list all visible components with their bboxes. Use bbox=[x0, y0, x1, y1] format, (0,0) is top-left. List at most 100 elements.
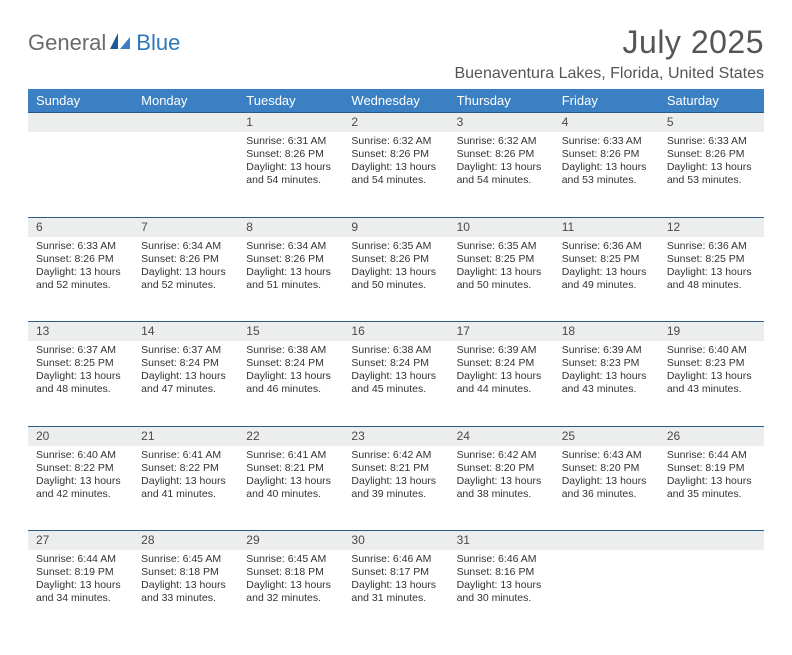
logo: General Blue bbox=[28, 24, 180, 56]
day2-text: and 51 minutes. bbox=[246, 279, 335, 292]
day2-text: and 40 minutes. bbox=[246, 488, 335, 501]
day-cell bbox=[133, 132, 238, 217]
day-number: 19 bbox=[659, 322, 764, 342]
day-number: 1 bbox=[238, 113, 343, 133]
day-cell: Sunrise: 6:34 AMSunset: 8:26 PMDaylight:… bbox=[133, 237, 238, 322]
day-cell: Sunrise: 6:42 AMSunset: 8:21 PMDaylight:… bbox=[343, 446, 448, 531]
daynum-row: 12345 bbox=[28, 113, 764, 133]
sunrise-text: Sunrise: 6:32 AM bbox=[457, 135, 546, 148]
sunset-text: Sunset: 8:17 PM bbox=[351, 566, 440, 579]
day1-text: Daylight: 13 hours bbox=[667, 370, 756, 383]
sunrise-text: Sunrise: 6:37 AM bbox=[36, 344, 125, 357]
sunset-text: Sunset: 8:16 PM bbox=[457, 566, 546, 579]
day2-text: and 43 minutes. bbox=[562, 383, 651, 396]
day1-text: Daylight: 13 hours bbox=[351, 161, 440, 174]
logo-sail-icon bbox=[110, 31, 132, 56]
day-number: 31 bbox=[449, 531, 554, 551]
day1-text: Daylight: 13 hours bbox=[36, 266, 125, 279]
day2-text: and 45 minutes. bbox=[351, 383, 440, 396]
day2-text: and 36 minutes. bbox=[562, 488, 651, 501]
sunset-text: Sunset: 8:26 PM bbox=[562, 148, 651, 161]
day-cell bbox=[659, 550, 764, 635]
day-number: 2 bbox=[343, 113, 448, 133]
sunrise-text: Sunrise: 6:45 AM bbox=[141, 553, 230, 566]
day2-text: and 41 minutes. bbox=[141, 488, 230, 501]
daynum-row: 6789101112 bbox=[28, 217, 764, 237]
day1-text: Daylight: 13 hours bbox=[36, 370, 125, 383]
day2-text: and 39 minutes. bbox=[351, 488, 440, 501]
day-cell: Sunrise: 6:44 AMSunset: 8:19 PMDaylight:… bbox=[28, 550, 133, 635]
sunset-text: Sunset: 8:26 PM bbox=[36, 253, 125, 266]
day-number bbox=[133, 113, 238, 133]
sunrise-text: Sunrise: 6:43 AM bbox=[562, 449, 651, 462]
day2-text: and 49 minutes. bbox=[562, 279, 651, 292]
day1-text: Daylight: 13 hours bbox=[246, 475, 335, 488]
sunset-text: Sunset: 8:23 PM bbox=[562, 357, 651, 370]
sunset-text: Sunset: 8:26 PM bbox=[141, 253, 230, 266]
sunrise-text: Sunrise: 6:36 AM bbox=[562, 240, 651, 253]
sunset-text: Sunset: 8:25 PM bbox=[457, 253, 546, 266]
day-cell: Sunrise: 6:37 AMSunset: 8:25 PMDaylight:… bbox=[28, 341, 133, 426]
day-header: Saturday bbox=[659, 89, 764, 113]
sunset-text: Sunset: 8:18 PM bbox=[246, 566, 335, 579]
title-block: July 2025 Buenaventura Lakes, Florida, U… bbox=[454, 24, 764, 83]
day-number: 18 bbox=[554, 322, 659, 342]
day-cell: Sunrise: 6:37 AMSunset: 8:24 PMDaylight:… bbox=[133, 341, 238, 426]
day1-text: Daylight: 13 hours bbox=[246, 370, 335, 383]
sunset-text: Sunset: 8:23 PM bbox=[667, 357, 756, 370]
day1-text: Daylight: 13 hours bbox=[141, 266, 230, 279]
day2-text: and 42 minutes. bbox=[36, 488, 125, 501]
day-cell bbox=[554, 550, 659, 635]
sunrise-text: Sunrise: 6:40 AM bbox=[36, 449, 125, 462]
day-cell: Sunrise: 6:33 AMSunset: 8:26 PMDaylight:… bbox=[28, 237, 133, 322]
day-cell: Sunrise: 6:43 AMSunset: 8:20 PMDaylight:… bbox=[554, 446, 659, 531]
day1-text: Daylight: 13 hours bbox=[562, 370, 651, 383]
day-cell: Sunrise: 6:38 AMSunset: 8:24 PMDaylight:… bbox=[343, 341, 448, 426]
day2-text: and 32 minutes. bbox=[246, 592, 335, 605]
sunset-text: Sunset: 8:20 PM bbox=[457, 462, 546, 475]
day2-text: and 50 minutes. bbox=[457, 279, 546, 292]
day-cell: Sunrise: 6:35 AMSunset: 8:25 PMDaylight:… bbox=[449, 237, 554, 322]
day1-text: Daylight: 13 hours bbox=[457, 475, 546, 488]
day-cell: Sunrise: 6:46 AMSunset: 8:16 PMDaylight:… bbox=[449, 550, 554, 635]
day1-text: Daylight: 13 hours bbox=[351, 370, 440, 383]
day-cell: Sunrise: 6:35 AMSunset: 8:26 PMDaylight:… bbox=[343, 237, 448, 322]
detail-row: Sunrise: 6:37 AMSunset: 8:25 PMDaylight:… bbox=[28, 341, 764, 426]
day2-text: and 54 minutes. bbox=[457, 174, 546, 187]
day1-text: Daylight: 13 hours bbox=[457, 266, 546, 279]
sunrise-text: Sunrise: 6:46 AM bbox=[351, 553, 440, 566]
sunset-text: Sunset: 8:24 PM bbox=[246, 357, 335, 370]
day-header: Tuesday bbox=[238, 89, 343, 113]
day-cell: Sunrise: 6:45 AMSunset: 8:18 PMDaylight:… bbox=[133, 550, 238, 635]
sunrise-text: Sunrise: 6:37 AM bbox=[141, 344, 230, 357]
day-number bbox=[659, 531, 764, 551]
day2-text: and 38 minutes. bbox=[457, 488, 546, 501]
sunset-text: Sunset: 8:26 PM bbox=[457, 148, 546, 161]
day-number: 11 bbox=[554, 217, 659, 237]
day2-text: and 35 minutes. bbox=[667, 488, 756, 501]
day1-text: Daylight: 13 hours bbox=[562, 161, 651, 174]
day1-text: Daylight: 13 hours bbox=[667, 475, 756, 488]
detail-row: Sunrise: 6:40 AMSunset: 8:22 PMDaylight:… bbox=[28, 446, 764, 531]
day2-text: and 33 minutes. bbox=[141, 592, 230, 605]
day-number: 5 bbox=[659, 113, 764, 133]
sunrise-text: Sunrise: 6:38 AM bbox=[246, 344, 335, 357]
day1-text: Daylight: 13 hours bbox=[457, 370, 546, 383]
sunset-text: Sunset: 8:25 PM bbox=[36, 357, 125, 370]
day-number: 3 bbox=[449, 113, 554, 133]
day1-text: Daylight: 13 hours bbox=[141, 370, 230, 383]
sunrise-text: Sunrise: 6:42 AM bbox=[457, 449, 546, 462]
sunset-text: Sunset: 8:24 PM bbox=[457, 357, 546, 370]
day-cell: Sunrise: 6:38 AMSunset: 8:24 PMDaylight:… bbox=[238, 341, 343, 426]
day1-text: Daylight: 13 hours bbox=[36, 579, 125, 592]
sunrise-text: Sunrise: 6:41 AM bbox=[141, 449, 230, 462]
page-header: General Blue July 2025 Buenaventura Lake… bbox=[28, 24, 764, 83]
day2-text: and 54 minutes. bbox=[246, 174, 335, 187]
day-header: Sunday bbox=[28, 89, 133, 113]
day-number: 24 bbox=[449, 426, 554, 446]
day-cell: Sunrise: 6:40 AMSunset: 8:22 PMDaylight:… bbox=[28, 446, 133, 531]
day-number: 23 bbox=[343, 426, 448, 446]
day-cell: Sunrise: 6:44 AMSunset: 8:19 PMDaylight:… bbox=[659, 446, 764, 531]
sunrise-text: Sunrise: 6:45 AM bbox=[246, 553, 335, 566]
day-number: 10 bbox=[449, 217, 554, 237]
